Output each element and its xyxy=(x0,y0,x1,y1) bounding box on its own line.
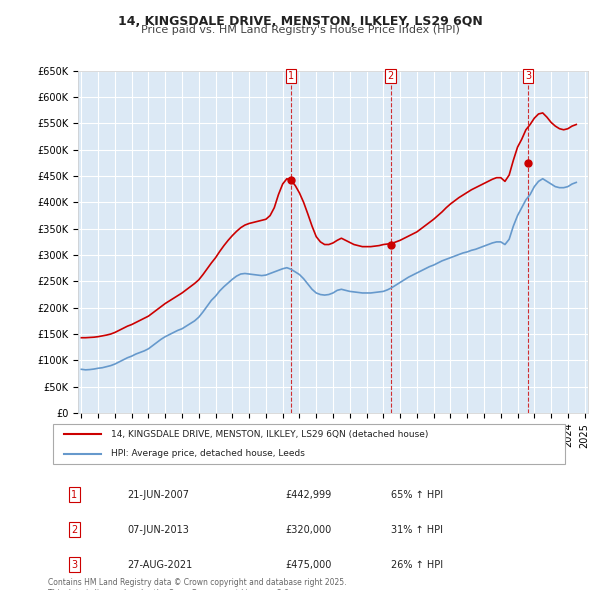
Text: 31% ↑ HPI: 31% ↑ HPI xyxy=(391,525,443,535)
Text: 2: 2 xyxy=(388,71,394,81)
Text: 21-JUN-2007: 21-JUN-2007 xyxy=(127,490,189,500)
Text: 14, KINGSDALE DRIVE, MENSTON, ILKLEY, LS29 6QN (detached house): 14, KINGSDALE DRIVE, MENSTON, ILKLEY, LS… xyxy=(112,430,429,439)
Text: 65% ↑ HPI: 65% ↑ HPI xyxy=(391,490,443,500)
Text: 26% ↑ HPI: 26% ↑ HPI xyxy=(391,560,443,570)
Text: Price paid vs. HM Land Registry's House Price Index (HPI): Price paid vs. HM Land Registry's House … xyxy=(140,25,460,35)
Text: 3: 3 xyxy=(71,560,77,570)
Text: £475,000: £475,000 xyxy=(286,560,332,570)
Text: 1: 1 xyxy=(287,71,293,81)
Text: 1: 1 xyxy=(71,490,77,500)
Text: £320,000: £320,000 xyxy=(286,525,332,535)
FancyBboxPatch shape xyxy=(53,424,565,464)
Text: 14, KINGSDALE DRIVE, MENSTON, ILKLEY, LS29 6QN: 14, KINGSDALE DRIVE, MENSTON, ILKLEY, LS… xyxy=(118,15,482,28)
Text: £442,999: £442,999 xyxy=(286,490,332,500)
Text: Contains HM Land Registry data © Crown copyright and database right 2025.
This d: Contains HM Land Registry data © Crown c… xyxy=(48,578,347,590)
Text: 07-JUN-2013: 07-JUN-2013 xyxy=(127,525,189,535)
Text: 27-AUG-2021: 27-AUG-2021 xyxy=(127,560,193,570)
Text: 2: 2 xyxy=(71,525,77,535)
Text: 3: 3 xyxy=(526,71,532,81)
Text: HPI: Average price, detached house, Leeds: HPI: Average price, detached house, Leed… xyxy=(112,449,305,458)
